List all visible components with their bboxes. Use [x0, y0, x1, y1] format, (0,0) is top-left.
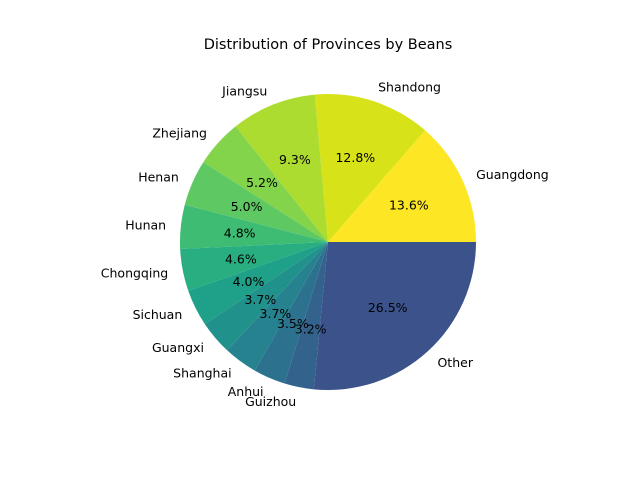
- percent-other: 26.5%: [368, 300, 408, 315]
- slice-guangdong: [328, 130, 476, 242]
- percent-guizhou: 3.2%: [295, 322, 327, 337]
- percent-guangdong: 13.6%: [389, 198, 429, 213]
- label-sichuan: Sichuan: [133, 307, 183, 322]
- label-guizhou: Guizhou: [245, 394, 296, 409]
- percent-shandong: 12.8%: [335, 150, 375, 165]
- label-jiangsu: Jiangsu: [221, 83, 267, 98]
- slice-shanghai: [227, 242, 328, 371]
- slice-anhui: [254, 242, 328, 384]
- slice-zhejiang: [203, 126, 328, 242]
- percent-shanghai: 3.7%: [260, 306, 292, 321]
- slice-other: [313, 242, 476, 390]
- percent-henan: 5.0%: [231, 199, 263, 214]
- label-shanghai: Shanghai: [173, 366, 231, 381]
- percent-chongqing: 4.6%: [225, 251, 257, 266]
- percent-sichuan: 4.0%: [233, 274, 265, 289]
- label-guangdong: Guangdong: [476, 167, 549, 182]
- percent-guangxi: 3.7%: [244, 292, 276, 307]
- category-labels: Guangdong Shandong Jiangsu Zhejiang Henan Hun…: [101, 80, 549, 410]
- label-other: Other: [437, 355, 473, 370]
- slice-shandong: [314, 93, 426, 242]
- percent-anhui: 3.5%: [277, 316, 309, 331]
- label-anhui: Anhui: [228, 384, 264, 399]
- slice-hunan: [179, 204, 328, 249]
- label-chongqing: Chongqing: [101, 266, 168, 281]
- slice-chongqing: [180, 242, 328, 291]
- percent-hunan: 4.8%: [224, 225, 256, 240]
- chart-title: Distribution of Provinces by Beans: [204, 37, 453, 53]
- slice-henan: [184, 162, 328, 242]
- percent-zhejiang: 5.2%: [246, 175, 278, 190]
- pie-slices: [179, 93, 476, 390]
- percent-jiangsu: 9.3%: [279, 152, 311, 167]
- label-henan: Henan: [138, 169, 179, 184]
- slice-jiangsu: [235, 94, 328, 242]
- label-hunan: Hunan: [125, 218, 166, 233]
- slice-sichuan: [188, 242, 328, 325]
- label-guangxi: Guangxi: [152, 340, 204, 355]
- percent-labels: 13.6%12.8%9.3%5.2%5.0%4.8%4.6%4.0%3.7%3.…: [224, 150, 429, 337]
- label-shandong: Shandong: [378, 80, 441, 95]
- label-zhejiang: Zhejiang: [152, 126, 207, 141]
- slice-guangxi: [204, 242, 328, 351]
- slice-guizhou: [284, 242, 328, 390]
